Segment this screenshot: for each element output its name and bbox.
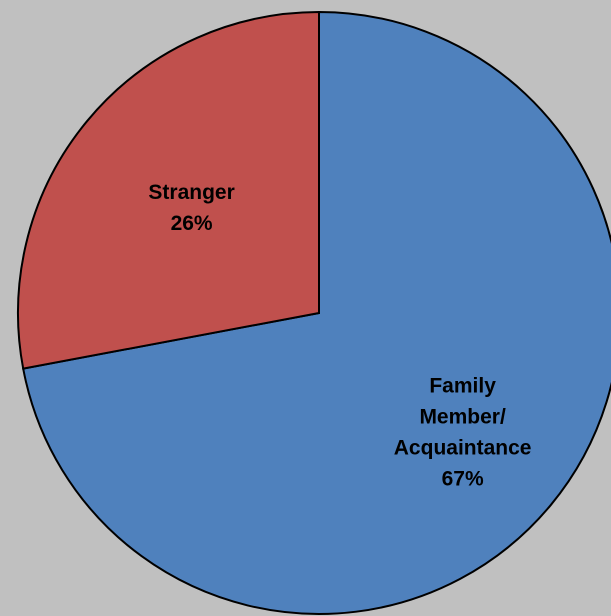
slice-value-label: 26% (171, 212, 213, 235)
pie-slice-0 (22, 10, 611, 615)
pie-labels: Family Member/Acquaintance 67% Stranger 26% (148, 181, 531, 491)
pie-slice-1 (17, 10, 320, 370)
slice-label-0: Family Member/Acquaintance 67% (394, 375, 532, 491)
slice-category-label: Stranger (148, 181, 234, 204)
pie-slices (17, 10, 611, 615)
slice-label-1: Stranger 26% (148, 181, 234, 235)
slice-category-label: Family (429, 375, 496, 398)
slice-category-label: Acquaintance (394, 437, 532, 460)
slice-category-label: Member/ (419, 406, 506, 429)
slice-value-label: 67% (442, 468, 484, 491)
